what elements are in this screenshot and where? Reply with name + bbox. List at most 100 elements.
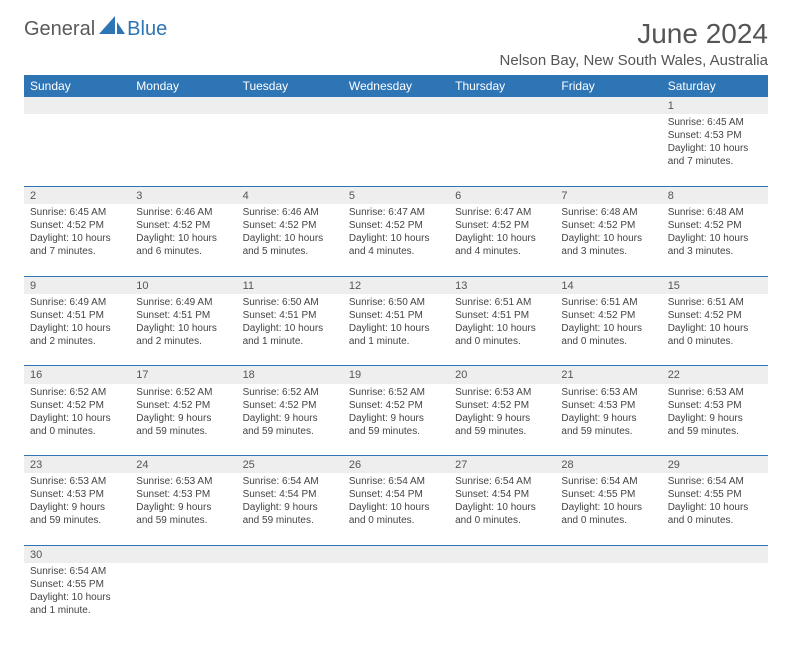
sunrise-text: Sunrise: 6:48 AM xyxy=(561,206,655,219)
sunrise-text: Sunrise: 6:51 AM xyxy=(561,296,655,309)
day-number xyxy=(555,545,661,563)
day-number: 14 xyxy=(555,276,661,294)
day-number: 1 xyxy=(662,97,768,114)
sunset-text: Sunset: 4:54 PM xyxy=(455,488,549,501)
daylight-text: Daylight: 9 hours and 59 minutes. xyxy=(30,501,124,527)
daylight-text: Daylight: 9 hours and 59 minutes. xyxy=(349,412,443,438)
day-number: 18 xyxy=(237,366,343,384)
daylight-text: Daylight: 10 hours and 2 minutes. xyxy=(136,322,230,348)
daylight-text: Daylight: 10 hours and 5 minutes. xyxy=(243,232,337,258)
day-cell xyxy=(555,563,661,635)
day-cell: Sunrise: 6:48 AMSunset: 4:52 PMDaylight:… xyxy=(662,204,768,276)
day-cell: Sunrise: 6:53 AMSunset: 4:53 PMDaylight:… xyxy=(24,473,130,545)
month-title: June 2024 xyxy=(500,18,768,50)
day-cell: Sunrise: 6:53 AMSunset: 4:52 PMDaylight:… xyxy=(449,384,555,456)
daylight-text: Daylight: 10 hours and 0 minutes. xyxy=(30,412,124,438)
logo-sail-icon xyxy=(99,16,125,41)
daylight-text: Daylight: 10 hours and 0 minutes. xyxy=(455,501,549,527)
sunrise-text: Sunrise: 6:46 AM xyxy=(243,206,337,219)
sunset-text: Sunset: 4:52 PM xyxy=(30,219,124,232)
sunrise-text: Sunrise: 6:49 AM xyxy=(136,296,230,309)
day-number: 27 xyxy=(449,456,555,474)
detail-row: Sunrise: 6:53 AMSunset: 4:53 PMDaylight:… xyxy=(24,473,768,545)
daylight-text: Daylight: 10 hours and 1 minute. xyxy=(349,322,443,348)
sunset-text: Sunset: 4:52 PM xyxy=(561,309,655,322)
day-number: 21 xyxy=(555,366,661,384)
col-monday: Monday xyxy=(130,75,236,97)
daylight-text: Daylight: 10 hours and 0 minutes. xyxy=(349,501,443,527)
day-cell: Sunrise: 6:54 AMSunset: 4:55 PMDaylight:… xyxy=(555,473,661,545)
weekday-header-row: Sunday Monday Tuesday Wednesday Thursday… xyxy=(24,75,768,97)
day-number: 5 xyxy=(343,186,449,204)
sunrise-text: Sunrise: 6:53 AM xyxy=(668,386,762,399)
day-number xyxy=(555,97,661,114)
sunset-text: Sunset: 4:52 PM xyxy=(455,219,549,232)
sunset-text: Sunset: 4:52 PM xyxy=(668,309,762,322)
header: General Blue June 2024 Nelson Bay, New S… xyxy=(24,18,768,69)
day-cell: Sunrise: 6:51 AMSunset: 4:52 PMDaylight:… xyxy=(555,294,661,366)
day-cell xyxy=(449,114,555,186)
day-cell: Sunrise: 6:45 AMSunset: 4:53 PMDaylight:… xyxy=(662,114,768,186)
day-number: 24 xyxy=(130,456,236,474)
day-cell: Sunrise: 6:54 AMSunset: 4:54 PMDaylight:… xyxy=(343,473,449,545)
sunrise-text: Sunrise: 6:45 AM xyxy=(668,116,762,129)
day-cell: Sunrise: 6:54 AMSunset: 4:54 PMDaylight:… xyxy=(449,473,555,545)
day-number: 28 xyxy=(555,456,661,474)
sunset-text: Sunset: 4:52 PM xyxy=(136,399,230,412)
day-number xyxy=(130,97,236,114)
sunrise-text: Sunrise: 6:52 AM xyxy=(349,386,443,399)
day-number: 22 xyxy=(662,366,768,384)
day-number: 11 xyxy=(237,276,343,294)
day-cell: Sunrise: 6:48 AMSunset: 4:52 PMDaylight:… xyxy=(555,204,661,276)
col-sunday: Sunday xyxy=(24,75,130,97)
daylight-text: Daylight: 10 hours and 7 minutes. xyxy=(30,232,124,258)
day-cell: Sunrise: 6:49 AMSunset: 4:51 PMDaylight:… xyxy=(130,294,236,366)
day-number xyxy=(24,97,130,114)
day-cell: Sunrise: 6:46 AMSunset: 4:52 PMDaylight:… xyxy=(237,204,343,276)
daylight-text: Daylight: 10 hours and 4 minutes. xyxy=(455,232,549,258)
day-number xyxy=(130,545,236,563)
daylight-text: Daylight: 9 hours and 59 minutes. xyxy=(243,501,337,527)
sunrise-text: Sunrise: 6:54 AM xyxy=(243,475,337,488)
day-number: 6 xyxy=(449,186,555,204)
day-number xyxy=(662,545,768,563)
daylight-text: Daylight: 10 hours and 4 minutes. xyxy=(349,232,443,258)
col-friday: Friday xyxy=(555,75,661,97)
title-block: June 2024 Nelson Bay, New South Wales, A… xyxy=(500,18,768,69)
calendar-table: Sunday Monday Tuesday Wednesday Thursday… xyxy=(24,75,768,635)
sunset-text: Sunset: 4:55 PM xyxy=(561,488,655,501)
day-number: 30 xyxy=(24,545,130,563)
daylight-text: Daylight: 10 hours and 0 minutes. xyxy=(668,501,762,527)
day-cell: Sunrise: 6:45 AMSunset: 4:52 PMDaylight:… xyxy=(24,204,130,276)
day-cell: Sunrise: 6:51 AMSunset: 4:51 PMDaylight:… xyxy=(449,294,555,366)
col-tuesday: Tuesday xyxy=(237,75,343,97)
day-number: 15 xyxy=(662,276,768,294)
day-number xyxy=(449,97,555,114)
day-number xyxy=(343,97,449,114)
day-number: 20 xyxy=(449,366,555,384)
sunset-text: Sunset: 4:51 PM xyxy=(243,309,337,322)
sunset-text: Sunset: 4:53 PM xyxy=(668,129,762,142)
day-number: 8 xyxy=(662,186,768,204)
day-cell xyxy=(237,114,343,186)
sunrise-text: Sunrise: 6:50 AM xyxy=(349,296,443,309)
sunset-text: Sunset: 4:52 PM xyxy=(30,399,124,412)
daylight-text: Daylight: 10 hours and 0 minutes. xyxy=(455,322,549,348)
day-cell: Sunrise: 6:52 AMSunset: 4:52 PMDaylight:… xyxy=(130,384,236,456)
sunrise-text: Sunrise: 6:54 AM xyxy=(455,475,549,488)
sunset-text: Sunset: 4:52 PM xyxy=(349,219,443,232)
daylight-text: Daylight: 9 hours and 59 minutes. xyxy=(561,412,655,438)
day-number: 26 xyxy=(343,456,449,474)
sunrise-text: Sunrise: 6:53 AM xyxy=(455,386,549,399)
sunrise-text: Sunrise: 6:53 AM xyxy=(136,475,230,488)
day-cell: Sunrise: 6:47 AMSunset: 4:52 PMDaylight:… xyxy=(449,204,555,276)
sunrise-text: Sunrise: 6:54 AM xyxy=(349,475,443,488)
sunrise-text: Sunrise: 6:52 AM xyxy=(243,386,337,399)
daylight-text: Daylight: 10 hours and 3 minutes. xyxy=(561,232,655,258)
day-cell: Sunrise: 6:53 AMSunset: 4:53 PMDaylight:… xyxy=(662,384,768,456)
sunrise-text: Sunrise: 6:53 AM xyxy=(561,386,655,399)
day-cell: Sunrise: 6:54 AMSunset: 4:54 PMDaylight:… xyxy=(237,473,343,545)
day-number: 29 xyxy=(662,456,768,474)
sunrise-text: Sunrise: 6:54 AM xyxy=(668,475,762,488)
sunset-text: Sunset: 4:55 PM xyxy=(30,578,124,591)
